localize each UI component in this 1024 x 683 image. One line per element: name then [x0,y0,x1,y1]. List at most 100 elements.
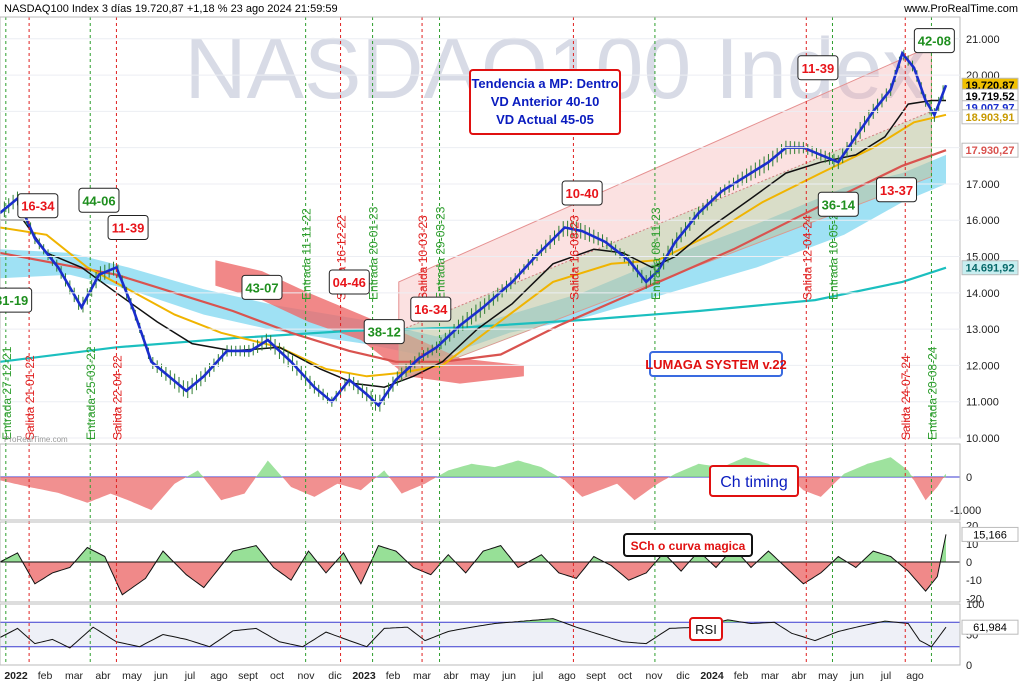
price-axis-tick: 10.000 [966,433,1000,445]
source-url[interactable]: www.ProRealTime.com [903,3,1018,15]
tag-label: 42-08 [918,34,951,49]
channel-lower-fill [398,111,932,380]
info-box-line: Tendencia a MP: Dentro [471,76,618,91]
x-axis-tick: may [122,670,143,682]
x-axis-tick: ago [558,670,576,682]
timing-axis-neg: -1.000 [950,505,981,517]
tag-label: 04-46 [333,275,366,290]
credit-text: ProRealTime.com [4,435,68,444]
signal-label-exit: Salida 12-04-24 [800,215,814,300]
signal-label-entry: Entrada 08-11-23 [649,207,663,300]
signal-label-entry: Entrada 20-08-24 [925,346,939,440]
x-axis-tick: 2024 [700,670,724,682]
tag-box [78,187,120,213]
rsi-axis-tick: 100 [966,599,984,611]
price-axis-tick: 11.000 [966,397,999,409]
price-label-4: 18.903,91 [966,112,1015,124]
panel-frame-1 [0,443,961,521]
tag-box [561,180,603,206]
x-axis-tick: abr [443,670,459,682]
rsi-panel[interactable] [0,618,960,649]
price-label-5-bg [961,142,1019,158]
axes: 21.00020.00019.00018.00017.00016.00015.0… [0,16,1019,682]
price-axis-tick: 17.000 [966,179,1000,191]
signal-label-exit: Salida 21-01-22 [23,355,37,440]
info-box-line: VD Anterior 40-10 [491,94,600,109]
timing-negative-area [0,477,946,511]
signal-label-entry: Entrada 11-11-22 [300,208,314,300]
price-axis-tick: 13.000 [966,324,1000,336]
tag-label: 31-19 [0,293,28,308]
x-axis-tick: nov [646,670,664,682]
price-label-6: 14.691,92 [966,263,1015,275]
x-axis-tick: ago [906,670,924,682]
labels: Entrada 27-12-21 Salida 21-01-22 Entrada 2… [0,28,955,641]
chart-header: NASDAQ100 Index 3 días 19.720,87 +1,18 %… [4,3,338,15]
sch-axis-tick: -20 [966,593,982,605]
rsi-label: RSI [695,622,717,637]
signal-label-entry: Entrada 20-01-23 [367,206,381,300]
x-axis-tick: jun [153,670,168,682]
tag-box [913,28,955,54]
signal-lines [5,17,932,665]
sch-value: 15,166 [973,529,1007,541]
tag-label: 16-34 [414,302,448,317]
x-axis-tick: abr [95,670,111,682]
price-line[interactable] [0,50,948,408]
price-label-2: 19.719,52 [966,91,1015,103]
signal-label-entry: Entrada 10-05-24 [826,206,840,300]
x-axis-tick: oct [270,670,284,682]
x-axis-tick: sept [586,670,606,682]
x-axis-tick: feb [734,670,749,682]
x-axis-tick: oct [618,670,632,682]
timing-axis-zero: 0 [966,472,972,484]
x-axis-tick: jun [501,670,516,682]
sch-panel[interactable] [0,534,960,596]
sch-axis-tick: 0 [966,557,972,569]
x-axis-tick: may [818,670,839,682]
black-moving-average [0,99,946,388]
price-axis-tick: 16.000 [966,215,1000,227]
panel-frame-3 [0,603,961,666]
rsi-value-bg [961,619,1019,635]
tag-label: 11-39 [802,61,835,76]
tag-box [410,296,452,322]
signal-label-entry: Entrada 29-03-23 [434,206,448,300]
tag-label: 38-12 [368,325,401,340]
sch-positive-area [0,534,946,562]
rsi-band [0,622,960,647]
price-axis-tick: 14.000 [966,288,1000,300]
rsi-axis-tick: 0 [966,660,972,672]
tag-box [876,177,918,203]
system-label-box [649,351,783,377]
tag-label: 13-37 [880,183,913,198]
rsi-line [0,618,947,649]
timing-label: Ch timing [720,474,788,491]
sch-axis-tick: -10 [966,575,982,587]
tag-box [797,55,839,81]
sch-label: SCh o curva magica [631,539,746,553]
sch-label-box [623,533,753,557]
signal-label-exit: Salida 10-03-23 [416,215,430,300]
x-axis-tick: mar [413,670,432,682]
x-axis-tick: 2023 [352,670,376,682]
tag-box [241,274,283,300]
tag-box [363,319,405,345]
x-axis-tick: jul [184,670,196,682]
info-box [469,69,621,135]
tag-label: 43-07 [245,280,278,295]
x-axis-tick: may [470,670,491,682]
teal-moving-average [0,266,947,363]
x-axis-tick: feb [38,670,53,682]
tag-label: 11-39 [112,221,145,236]
x-axis-tick: feb [386,670,401,682]
x-axis-tick: jul [532,670,544,682]
x-axis-tick: dic [328,670,341,682]
sch-value-bg [961,526,1019,542]
x-axis-tick: jul [880,670,892,682]
signal-label-exit: Salida 22-04-22 [110,355,124,440]
tag-box [0,287,33,313]
system-label: LUMAGA SYSTEM v.22 [645,357,787,372]
cyan-cloud [0,154,946,359]
rsi-value: 61,984 [973,622,1007,634]
